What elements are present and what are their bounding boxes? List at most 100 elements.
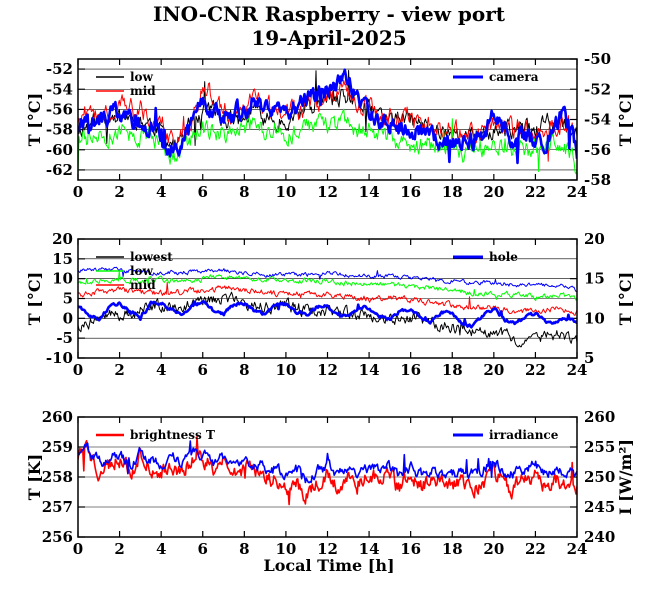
y2-tick-label: 260: [584, 408, 615, 426]
plot-frame: [77, 58, 578, 181]
x-tick-label: 18: [442, 183, 463, 201]
plot-frame: [77, 416, 578, 538]
legend-label: brightness T: [130, 428, 215, 442]
y2-tick-label: 5: [584, 349, 594, 367]
x-tick-label: 20: [483, 361, 504, 379]
x-tick-label: 18: [442, 361, 463, 379]
y-tick-label: -56: [46, 100, 73, 118]
x-tick-label: 12: [317, 540, 338, 558]
x-tick-label: 22: [525, 361, 546, 379]
y2-tick-label: 240: [584, 528, 615, 546]
x-tick-label: 22: [525, 540, 546, 558]
x-tick-label: 14: [359, 183, 380, 201]
series-line: [78, 291, 577, 348]
y-tick-label: 20: [52, 230, 73, 248]
y2-tick-label: -58: [584, 171, 611, 189]
y2-axis-label: T [°C]: [616, 93, 635, 146]
y-tick-label: -62: [46, 161, 73, 179]
legend-label: camera: [489, 70, 539, 84]
y2-tick-label: 255: [584, 438, 615, 456]
y-tick-label: 260: [42, 408, 73, 426]
x-tick-label: 10: [275, 540, 296, 558]
y-tick-label: -58: [46, 121, 73, 139]
y-tick-label: -54: [46, 80, 73, 98]
x-tick-label: 4: [156, 361, 166, 379]
x-tick-label: 20: [483, 183, 504, 201]
x-tick-label: 16: [400, 540, 421, 558]
x-tick-label: 6: [198, 540, 208, 558]
x-tick-label: 4: [156, 540, 166, 558]
x-tick-label: 14: [359, 361, 380, 379]
x-tick-label: 18: [442, 540, 463, 558]
y-tick-label: 0: [63, 309, 73, 327]
series-line: [78, 282, 577, 316]
x-tick-label: 0: [73, 183, 83, 201]
y2-tick-label: 10: [584, 309, 605, 327]
panel-1: -62-60-58-56-54-52-58-56-54-52-500 2 4 6 8 10…: [25, 50, 635, 201]
y-tick-label: -5: [56, 329, 73, 347]
y2-tick-label: 15: [584, 270, 605, 288]
y2-tick-label: 245: [584, 498, 615, 516]
x-tick-label: 2: [114, 540, 124, 558]
y-tick-label: -10: [46, 349, 73, 367]
legend-label: hole: [489, 250, 518, 264]
y2-tick-label: -52: [584, 80, 611, 98]
y-tick-label: 5: [63, 290, 73, 308]
legend-label: mid: [130, 84, 156, 98]
x-tick-label: 24: [567, 540, 588, 558]
legend-label: lowest: [130, 250, 173, 264]
plot-area: [78, 436, 577, 506]
y2-tick-label: -56: [584, 141, 611, 159]
x-tick-label: 4: [156, 183, 166, 201]
y2-axis-label: I [W/m²]: [616, 439, 635, 515]
legend-label: low: [130, 70, 154, 84]
y2-tick-label: -50: [584, 50, 611, 68]
x-tick-label: 16: [400, 183, 421, 201]
x-tick-label: 12: [317, 183, 338, 201]
chart-subtitle: 19-April-2025: [251, 26, 406, 50]
y-tick-label: 257: [42, 498, 73, 516]
y2-tick-label: 250: [584, 468, 615, 486]
y-tick-label: 10: [52, 270, 73, 288]
x-tick-label: 10: [275, 361, 296, 379]
chart-title: INO-CNR Raspberry - view port: [153, 2, 506, 26]
x-tick-label: 0: [73, 540, 83, 558]
series-line: [78, 440, 577, 484]
y-axis-label: T [°C]: [25, 272, 44, 325]
series-line: [78, 68, 577, 165]
y2-axis-label: T [°C]: [616, 272, 635, 325]
x-tick-label: 8: [239, 361, 249, 379]
plot-area: [78, 68, 577, 175]
y-axis-label: T [K]: [25, 454, 44, 501]
y-axis-label: T [°C]: [25, 93, 44, 146]
y-tick-label: 259: [42, 438, 73, 456]
y2-tick-label: 20: [584, 230, 605, 248]
plot-frame: [77, 238, 578, 359]
series-line: [78, 266, 577, 293]
x-tick-label: 20: [483, 540, 504, 558]
x-tick-label: 8: [239, 183, 249, 201]
series-line: [78, 436, 577, 506]
x-tick-label: 10: [275, 183, 296, 201]
x-tick-label: 2: [114, 361, 124, 379]
x-tick-label: 24: [567, 183, 588, 201]
x-tick-label: 0: [73, 361, 83, 379]
legend-label: mid: [130, 278, 156, 292]
series-line: [78, 300, 577, 329]
y-tick-label: 15: [52, 250, 73, 268]
y-tick-label: 256: [42, 528, 73, 546]
y-tick-label: -60: [46, 141, 73, 159]
y2-tick-label: -54: [584, 111, 611, 129]
x-tick-label: 6: [198, 361, 208, 379]
x-tick-label: 12: [317, 361, 338, 379]
series-line: [78, 108, 577, 175]
x-tick-label: 16: [400, 361, 421, 379]
x-tick-label: 14: [359, 540, 380, 558]
x-tick-label: 24: [567, 361, 588, 379]
plot-area: [78, 266, 577, 348]
x-tick-label: 6: [198, 183, 208, 201]
y-tick-label: 258: [42, 468, 73, 486]
